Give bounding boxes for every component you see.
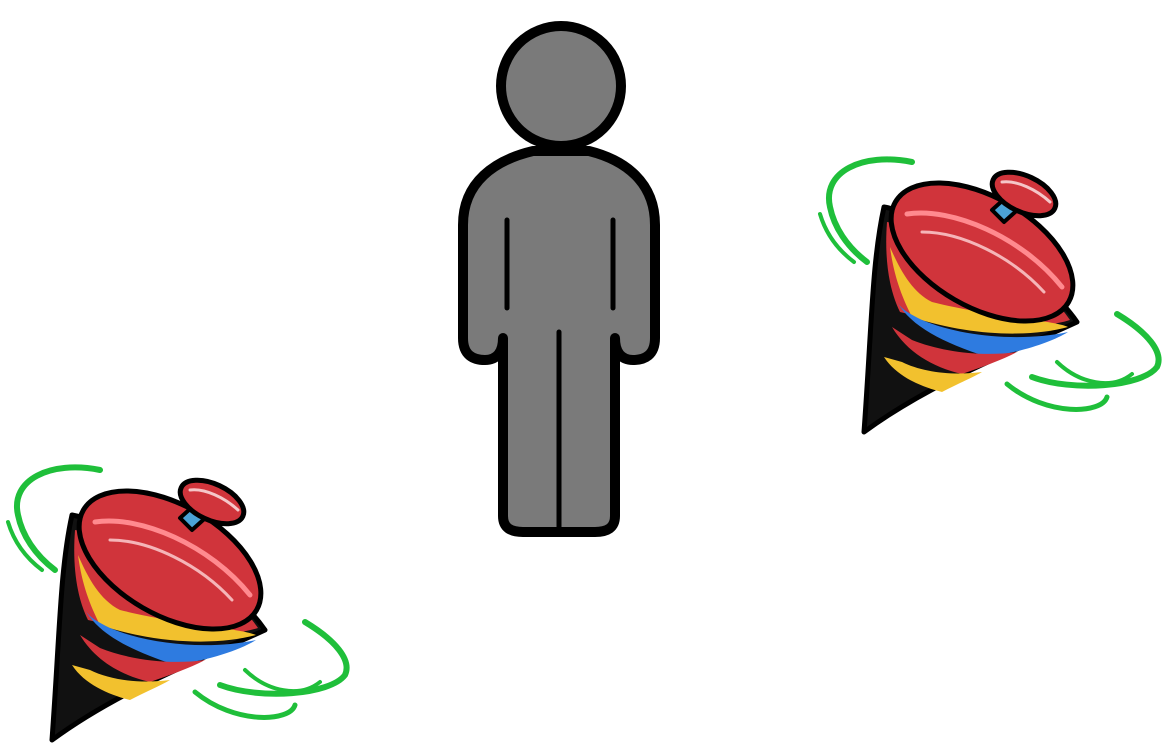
- spinning-top-icon: [0, 460, 352, 750]
- person-silhouette-icon: [455, 20, 665, 542]
- spinning-top-icon: [812, 152, 1163, 442]
